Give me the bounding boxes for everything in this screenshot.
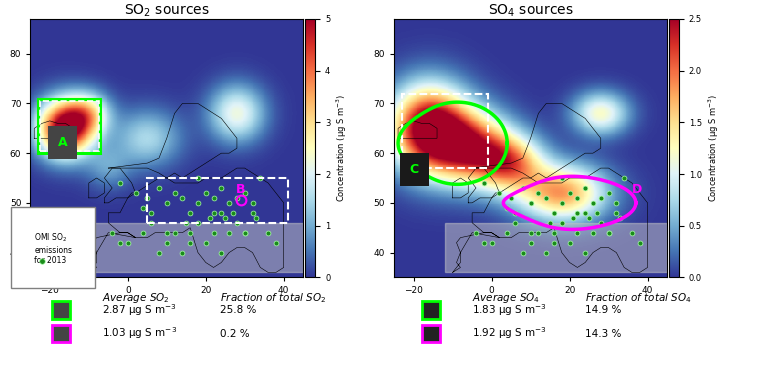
- Bar: [38, 98, 101, 153]
- Bar: [147, 178, 287, 223]
- Y-axis label: Concentration (μg S m$^{-3}$): Concentration (μg S m$^{-3}$): [706, 94, 721, 202]
- Text: A: A: [58, 305, 66, 315]
- Polygon shape: [81, 223, 303, 272]
- Bar: [40, 101, 99, 151]
- Text: C: C: [428, 305, 436, 315]
- Text: D: D: [632, 183, 642, 196]
- Polygon shape: [445, 223, 667, 272]
- Text: Fraction of total SO$_2$: Fraction of total SO$_2$: [220, 291, 327, 305]
- Text: 1.83 μg S m$^{-3}$: 1.83 μg S m$^{-3}$: [472, 302, 547, 318]
- Y-axis label: Concentration (μg S m$^{-3}$): Concentration (μg S m$^{-3}$): [334, 94, 349, 202]
- Text: 14.3 %: 14.3 %: [585, 329, 622, 339]
- Text: D: D: [428, 329, 437, 339]
- Text: Fraction of total SO$_4$: Fraction of total SO$_4$: [585, 291, 692, 305]
- Text: C: C: [410, 163, 419, 176]
- Text: A: A: [58, 136, 67, 149]
- FancyBboxPatch shape: [52, 325, 70, 342]
- Text: B: B: [58, 329, 66, 339]
- Text: 0.2 %: 0.2 %: [220, 329, 249, 339]
- Title: SO$_4$ sources: SO$_4$ sources: [487, 3, 574, 19]
- Text: 14.9 %: 14.9 %: [585, 305, 622, 315]
- Text: Average SO$_4$: Average SO$_4$: [472, 291, 540, 305]
- Title: SO$_2$ sources: SO$_2$ sources: [124, 3, 210, 19]
- FancyBboxPatch shape: [422, 301, 440, 319]
- Text: 1.92 μg S m$^{-3}$: 1.92 μg S m$^{-3}$: [472, 326, 547, 342]
- Text: 25.8 %: 25.8 %: [220, 305, 256, 315]
- FancyBboxPatch shape: [422, 325, 440, 342]
- Text: OMI SO$_2$
emissions
for 2013: OMI SO$_2$ emissions for 2013: [34, 232, 72, 265]
- FancyBboxPatch shape: [52, 301, 70, 319]
- Text: 1.03 μg S m$^{-3}$: 1.03 μg S m$^{-3}$: [102, 326, 177, 342]
- Text: B: B: [236, 183, 246, 196]
- Bar: [402, 93, 487, 168]
- Text: 2.87 μg S m$^{-3}$: 2.87 μg S m$^{-3}$: [102, 302, 177, 318]
- Text: Average SO$_2$: Average SO$_2$: [102, 291, 170, 305]
